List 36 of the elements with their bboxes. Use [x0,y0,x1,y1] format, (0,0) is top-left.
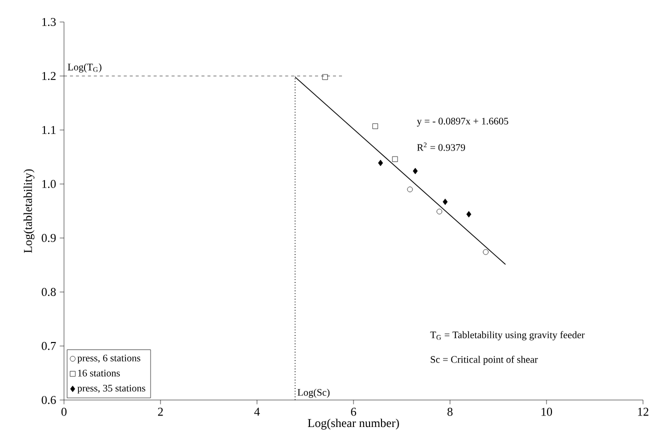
point [436,208,442,214]
x-tick-label: 8 [447,408,453,416]
x-tick-label: 10 [542,408,552,416]
y-tick-label: 0.9 [42,234,56,242]
x-axis-title: Log(shear number) [308,418,399,430]
y-axis-title: Log(tabletability) [24,169,34,253]
x-tick-label: 12 [638,408,648,416]
y-tick-label: 1.3 [42,18,56,26]
point [372,123,378,130]
point [378,160,383,166]
ref-line-label: Log(Sc) [298,388,330,398]
annotation: R$^{2}$ = 0.9379 [417,142,466,151]
y-tick-label: 1.1 [42,126,56,134]
point [322,74,328,80]
y-tick-label: 0.7 [42,342,56,350]
annotation: Sc = Critical point of shear [430,356,538,365]
x-tick-label: 4 [254,408,260,416]
y-tick-label: 0.6 [42,396,56,404]
y-tick-label: 0.8 [42,288,56,296]
x-tick-label: 0 [61,408,67,416]
point [466,211,472,218]
annotation: y = - 0.0897x + 1.6605 [416,118,508,127]
x-tick-label: 2 [158,408,163,416]
point [392,156,398,162]
point [407,186,413,192]
legend-label: 16 stations [78,370,120,376]
point [412,168,418,174]
point [442,198,448,206]
legend-label: press, 35 stations [77,384,146,394]
legend-label: press, 6 stations [77,354,140,364]
x-tick-label: 6 [351,408,356,416]
point [482,249,488,255]
y-tick-label: 1.0 [42,180,56,188]
ref-line-label: Log(T$_{G}$) [68,63,102,72]
y-tick-label: 1.2 [42,72,56,80]
annotation: T$_{G}$ = Tabletability using gravity feeder [430,331,585,340]
